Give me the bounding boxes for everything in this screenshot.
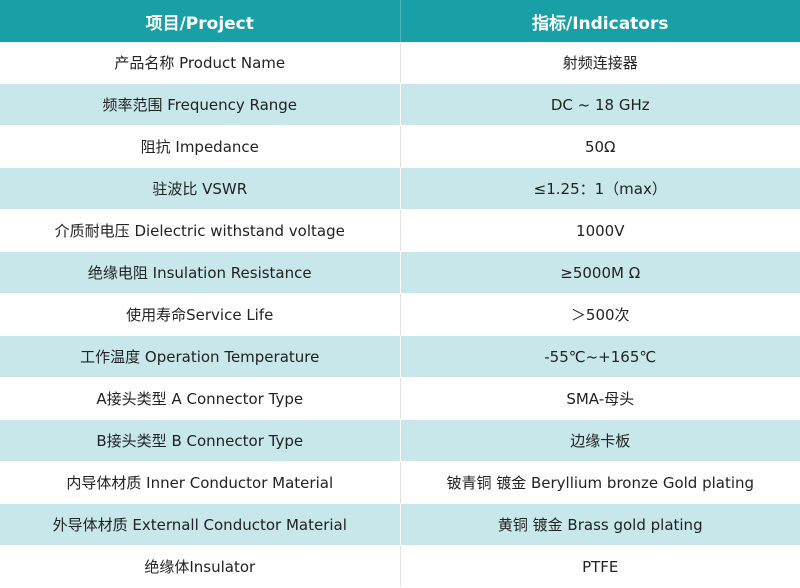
param-cell: 内导体材质 Inner Conductor Material xyxy=(0,461,401,504)
table-row: 驻波比 VSWR ≤1.25：1（max） xyxy=(0,167,800,210)
header-project: 项目/Project xyxy=(0,0,401,42)
value-cell: 1000V xyxy=(400,209,800,252)
table-row: 介质耐电压 Dielectric withstand voltage 1000V xyxy=(0,209,800,252)
table-row: 频率范围 Frequency Range DC ~ 18 GHz xyxy=(0,83,800,126)
value-cell: ＞500次 xyxy=(400,293,800,336)
value-cell: 射频连接器 xyxy=(400,42,800,84)
value-cell: 黄铜 镀金 Brass gold plating xyxy=(400,503,800,546)
param-cell: 绝缘电阻 Insulation Resistance xyxy=(0,251,401,294)
table-row: 产品名称 Product Name 射频连接器 xyxy=(0,42,800,84)
table-row: A接头类型 A Connector Type SMA-母头 xyxy=(0,377,800,420)
table-row: 外导体材质 Externall Conductor Material 黄铜 镀金… xyxy=(0,503,800,546)
value-cell: DC ~ 18 GHz xyxy=(400,83,800,126)
table-row: 工作温度 Operation Temperature -55℃~+165℃ xyxy=(0,335,800,378)
value-cell: ≥5000M Ω xyxy=(400,251,800,294)
param-cell: 驻波比 VSWR xyxy=(0,167,401,210)
table-row: 使用寿命Service Life ＞500次 xyxy=(0,293,800,336)
table-row: 阻抗 Impedance 50Ω xyxy=(0,125,800,168)
value-cell: 铍青铜 镀金 Beryllium bronze Gold plating xyxy=(400,461,800,504)
param-cell: 产品名称 Product Name xyxy=(0,42,401,84)
param-cell: 频率范围 Frequency Range xyxy=(0,83,401,126)
param-cell: 介质耐电压 Dielectric withstand voltage xyxy=(0,209,401,252)
param-cell: 使用寿命Service Life xyxy=(0,293,401,336)
table-header-row: 项目/Project 指标/Indicators xyxy=(0,0,800,42)
table-row: 绝缘体Insulator PTFE xyxy=(0,545,800,588)
param-cell: 外导体材质 Externall Conductor Material xyxy=(0,503,401,546)
param-cell: 绝缘体Insulator xyxy=(0,545,401,588)
value-cell: 边缘卡板 xyxy=(400,419,800,462)
param-cell: 阻抗 Impedance xyxy=(0,125,401,168)
param-cell: 工作温度 Operation Temperature xyxy=(0,335,401,378)
table-row: 绝缘电阻 Insulation Resistance ≥5000M Ω xyxy=(0,251,800,294)
value-cell: -55℃~+165℃ xyxy=(400,335,800,378)
param-cell: A接头类型 A Connector Type xyxy=(0,377,401,420)
value-cell: 50Ω xyxy=(400,125,800,168)
value-cell: ≤1.25：1（max） xyxy=(400,167,800,210)
table-row: 内导体材质 Inner Conductor Material 铍青铜 镀金 Be… xyxy=(0,461,800,504)
header-indicators: 指标/Indicators xyxy=(400,0,800,42)
table-row: B接头类型 B Connector Type 边缘卡板 xyxy=(0,419,800,462)
value-cell: PTFE xyxy=(400,545,800,588)
value-cell: SMA-母头 xyxy=(400,377,800,420)
param-cell: B接头类型 B Connector Type xyxy=(0,419,401,462)
